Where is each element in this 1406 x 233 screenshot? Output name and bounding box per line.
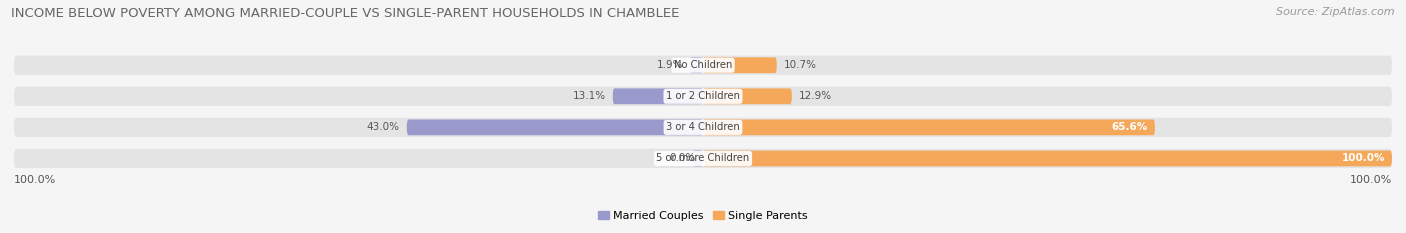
FancyBboxPatch shape (690, 57, 703, 73)
Text: No Children: No Children (673, 60, 733, 70)
FancyBboxPatch shape (703, 120, 1154, 135)
Text: 65.6%: 65.6% (1112, 122, 1149, 132)
Text: 5 or more Children: 5 or more Children (657, 154, 749, 163)
FancyBboxPatch shape (14, 87, 1392, 106)
Text: 1.9%: 1.9% (657, 60, 683, 70)
Text: 13.1%: 13.1% (572, 91, 606, 101)
Text: 100.0%: 100.0% (1341, 154, 1385, 163)
FancyBboxPatch shape (693, 151, 703, 166)
Text: INCOME BELOW POVERTY AMONG MARRIED-COUPLE VS SINGLE-PARENT HOUSEHOLDS IN CHAMBLE: INCOME BELOW POVERTY AMONG MARRIED-COUPL… (11, 7, 679, 20)
FancyBboxPatch shape (613, 88, 703, 104)
FancyBboxPatch shape (703, 151, 1392, 166)
Text: 1 or 2 Children: 1 or 2 Children (666, 91, 740, 101)
Text: 100.0%: 100.0% (14, 175, 56, 185)
FancyBboxPatch shape (703, 88, 792, 104)
FancyBboxPatch shape (703, 57, 776, 73)
Text: Source: ZipAtlas.com: Source: ZipAtlas.com (1277, 7, 1395, 17)
Text: 43.0%: 43.0% (367, 122, 399, 132)
FancyBboxPatch shape (406, 120, 703, 135)
Text: 12.9%: 12.9% (799, 91, 832, 101)
Legend: Married Couples, Single Parents: Married Couples, Single Parents (593, 206, 813, 225)
Text: 0.0%: 0.0% (669, 154, 696, 163)
Text: 3 or 4 Children: 3 or 4 Children (666, 122, 740, 132)
FancyBboxPatch shape (14, 149, 1392, 168)
Text: 100.0%: 100.0% (1350, 175, 1392, 185)
Text: 10.7%: 10.7% (783, 60, 817, 70)
FancyBboxPatch shape (14, 118, 1392, 137)
FancyBboxPatch shape (14, 56, 1392, 75)
